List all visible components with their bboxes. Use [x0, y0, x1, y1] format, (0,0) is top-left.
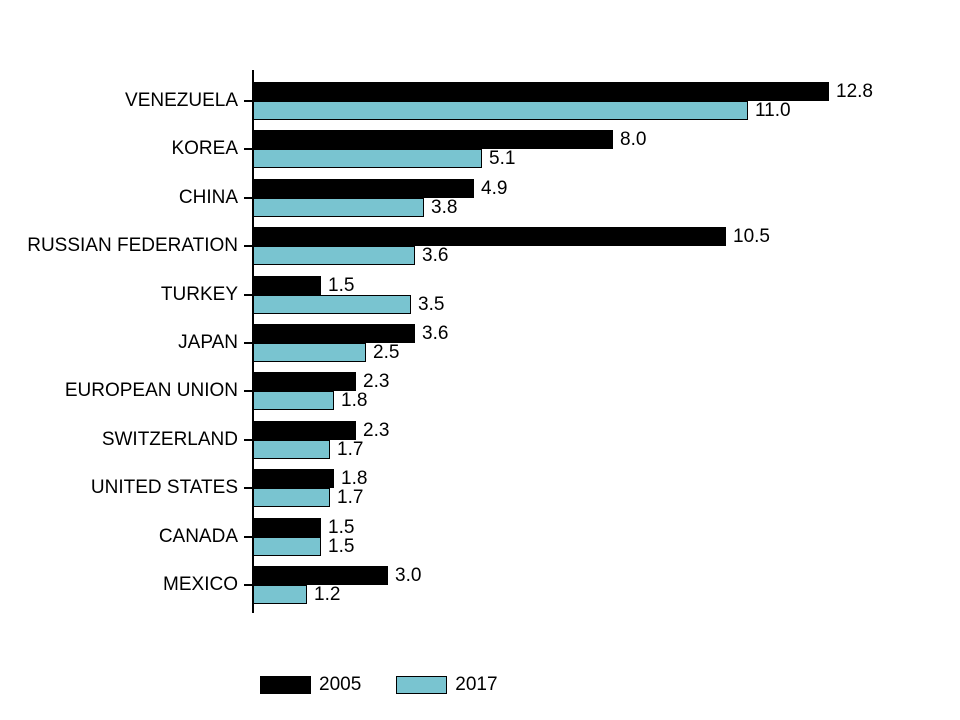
legend-label-2017: 2017 — [455, 674, 498, 695]
value-label-2017-venezuela: 11.0 — [755, 100, 791, 121]
category-label-japan: JAPAN — [178, 332, 238, 353]
value-label-2017-switzerland: 1.7 — [337, 438, 364, 460]
bar-2005-russian-federation — [253, 227, 726, 247]
value-label-2005-japan: 3.6 — [422, 323, 449, 344]
axis-tick — [244, 196, 252, 199]
value-label-2005-mexico: 3.0 — [395, 565, 422, 586]
value-label-2005-korea: 8.0 — [620, 129, 647, 151]
axis-tick — [244, 148, 252, 151]
value-label-2017-european-union: 1.8 — [341, 390, 368, 412]
value-label-2017-japan: 2.5 — [373, 342, 400, 363]
axis-tick — [244, 535, 252, 538]
category-label-switzerland: SWITZERLAND — [101, 428, 238, 450]
bar-2005-canada — [253, 517, 321, 537]
legend-label-2005: 2005 — [319, 674, 362, 695]
bar-2017-canada — [253, 536, 321, 556]
legend-swatch-2005 — [260, 675, 311, 694]
value-label-2017-mexico: 1.2 — [314, 584, 341, 605]
bar-2017-venezuela — [253, 101, 748, 120]
value-label-2005-venezuela: 12.8 — [836, 81, 873, 102]
axis-tick — [244, 438, 252, 441]
bar-2005-european-union — [253, 372, 356, 392]
axis-tick — [244, 100, 252, 102]
bar-2005-united-states — [253, 469, 334, 489]
value-label-2005-russian-federation: 10.5 — [733, 226, 770, 248]
axis-tick — [244, 487, 252, 490]
bar-2017-korea — [253, 149, 482, 169]
bar-2017-united-states — [253, 488, 330, 508]
value-label-2017-turkey: 3.5 — [418, 293, 445, 315]
category-label-russian-federation: RUSSIAN FEDERATION — [27, 235, 238, 257]
value-label-2017-korea: 5.1 — [489, 148, 516, 170]
bar-2005-china — [253, 178, 474, 198]
axis-tick — [244, 293, 252, 296]
category-label-venezuela: VENEZUELA — [125, 90, 238, 111]
category-label-european-union: EUROPEAN UNION — [64, 380, 238, 402]
value-label-2005-european-union: 2.3 — [363, 371, 390, 393]
value-label-2017-united-states: 1.7 — [337, 487, 364, 509]
bar-2017-european-union — [253, 391, 334, 411]
legend-swatch-2017 — [396, 675, 448, 694]
bar-2005-switzerland — [253, 420, 356, 440]
category-label-mexico: MEXICO — [163, 574, 238, 595]
bar-2017-russian-federation — [253, 246, 415, 266]
bar-2017-switzerland — [253, 439, 330, 459]
bar-2017-china — [253, 197, 424, 217]
category-label-korea: KOREA — [171, 138, 238, 160]
value-label-2017-russian-federation: 3.6 — [422, 245, 449, 267]
category-label-china: CHINA — [178, 186, 238, 208]
bar-2005-turkey — [253, 275, 321, 295]
axis-tick — [244, 584, 252, 586]
axis-tick — [244, 245, 252, 248]
value-label-2005-china: 4.9 — [481, 177, 508, 199]
value-label-2005-united-states: 1.8 — [341, 468, 368, 490]
legend: 2005 2017 — [260, 675, 498, 694]
bar-2017-mexico — [253, 585, 307, 604]
axis-tick — [244, 342, 252, 344]
category-label-canada: CANADA — [158, 525, 238, 547]
value-label-2017-canada: 1.5 — [328, 535, 355, 557]
bar-2005-mexico — [253, 566, 388, 585]
bar-2017-japan — [253, 343, 366, 362]
value-label-2005-canada: 1.5 — [328, 516, 355, 538]
value-label-2017-china: 3.8 — [431, 196, 458, 218]
bar-2005-venezuela — [253, 82, 829, 101]
category-label-turkey: TURKEY — [160, 283, 238, 305]
value-label-2005-turkey: 1.5 — [328, 274, 355, 296]
bar-2017-turkey — [253, 294, 411, 314]
category-label-united-states: UNITED STATES — [90, 477, 238, 499]
axis-tick — [244, 390, 252, 393]
bar-2005-korea — [253, 130, 613, 150]
bar-2005-japan — [253, 324, 415, 343]
value-label-2005-switzerland: 2.3 — [363, 419, 390, 441]
